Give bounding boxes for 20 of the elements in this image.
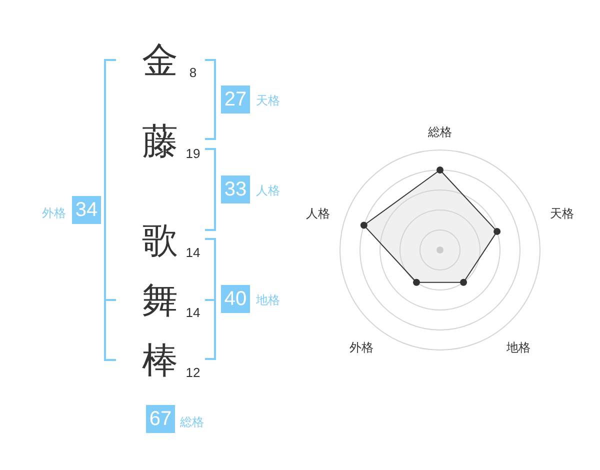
category-label: 棒	[142, 340, 178, 380]
category-label: 金	[142, 40, 178, 80]
category-label: 人格	[256, 184, 280, 198]
spoke-label: 外格	[349, 340, 374, 354]
data-label: 12	[186, 365, 200, 380]
category-label: 総格	[179, 415, 204, 429]
data-label: 14	[186, 245, 200, 260]
data-label: 19	[186, 146, 200, 161]
category-label: 外格	[42, 206, 66, 220]
spoke-label: 天格	[550, 206, 574, 221]
category-label: 歌	[142, 220, 178, 260]
data-label: 8	[189, 65, 197, 80]
category-label: 天格	[256, 94, 280, 108]
category-label: 舞	[142, 280, 178, 320]
data-label: 14	[186, 305, 200, 320]
spoke-label: 地格	[506, 340, 531, 354]
spoke-label: 人格	[306, 206, 330, 221]
category-label: 藤	[142, 120, 178, 162]
spoke-label: 総格	[427, 125, 452, 139]
category-label: 地格	[255, 293, 280, 307]
